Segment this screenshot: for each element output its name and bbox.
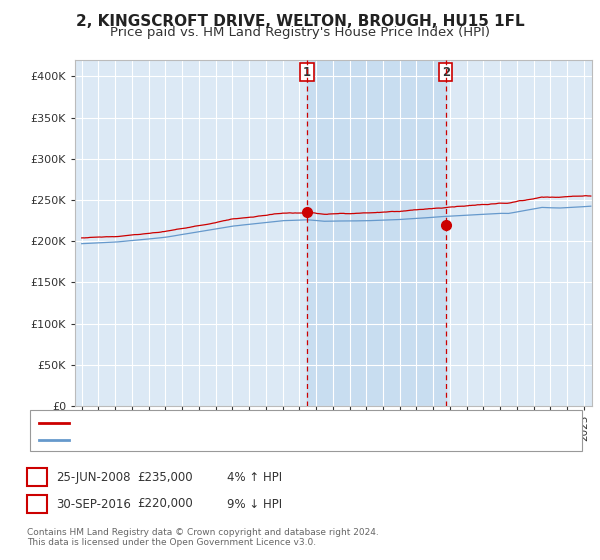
- Text: HPI: Average price, detached house, East Riding of Yorkshire: HPI: Average price, detached house, East…: [74, 435, 389, 445]
- Text: 4% ↑ HPI: 4% ↑ HPI: [227, 470, 282, 484]
- Text: 2, KINGSCROFT DRIVE, WELTON, BROUGH, HU15 1FL (detached house): 2, KINGSCROFT DRIVE, WELTON, BROUGH, HU1…: [74, 418, 443, 428]
- Text: 30-SEP-2016: 30-SEP-2016: [56, 497, 131, 511]
- Text: 2: 2: [32, 497, 41, 511]
- Text: 1: 1: [303, 66, 311, 79]
- Text: 2: 2: [442, 66, 450, 79]
- Text: 1: 1: [32, 470, 41, 484]
- Text: £220,000: £220,000: [137, 497, 193, 511]
- Bar: [307, 60, 446, 406]
- Text: Contains HM Land Registry data © Crown copyright and database right 2024.
This d: Contains HM Land Registry data © Crown c…: [27, 528, 379, 547]
- Text: £235,000: £235,000: [137, 470, 193, 484]
- Text: 9% ↓ HPI: 9% ↓ HPI: [227, 497, 282, 511]
- Text: 25-JUN-2008: 25-JUN-2008: [56, 470, 130, 484]
- Text: Price paid vs. HM Land Registry's House Price Index (HPI): Price paid vs. HM Land Registry's House …: [110, 26, 490, 39]
- Text: 2, KINGSCROFT DRIVE, WELTON, BROUGH, HU15 1FL: 2, KINGSCROFT DRIVE, WELTON, BROUGH, HU1…: [76, 14, 524, 29]
